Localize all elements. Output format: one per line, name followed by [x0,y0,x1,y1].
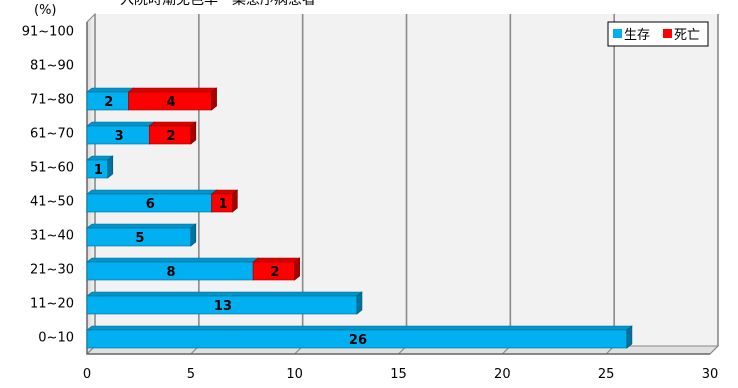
data-label: 1 [218,197,227,212]
bar-side [190,223,197,247]
bar-top [148,121,197,127]
legend: 生存 死亡 [607,21,709,47]
gridline-floor [709,345,719,355]
bar: 4 [127,87,218,111]
y-tick-label: 91~100 [22,25,74,40]
legend-label: 死亡 [674,28,700,43]
data-label: 3 [115,129,124,144]
legend-swatch [663,29,672,38]
y-tick-label: 0~10 [38,331,74,346]
y-tick-label: 51~60 [30,161,74,176]
x-tick-label: 15 [390,367,407,382]
bar: 1 [86,155,114,179]
bar: 1 [210,189,239,213]
bar-side [356,291,363,315]
bar-top [86,291,363,297]
y-tick-label: 71~80 [30,93,74,108]
x-tick-label: 10 [286,367,303,382]
bar: 2 [148,121,197,145]
bar-top [252,257,301,263]
bar-top [86,87,135,93]
legend-label: 生存 [624,28,650,43]
bar: 8 [86,257,259,281]
x-tick-label: 0 [83,367,91,382]
y-tick-label: 21~30 [30,263,74,278]
x-tick-label: 30 [702,367,719,382]
data-label: 4 [167,95,176,110]
bar: 5 [86,223,197,247]
bar-side [626,325,633,349]
data-label: 1 [94,163,103,178]
bar-top [86,189,218,195]
bar-top [127,87,218,93]
y-tick-label: 61~70 [30,127,74,142]
bar-side [190,121,197,145]
y-tick-label: 11~20 [30,297,74,312]
chart-title: 入院時潮免色率・集患序病患者 [120,0,316,8]
y-tick-label: 31~40 [30,229,74,244]
bar: 2 [252,257,301,281]
plot-area: 0 5 10 15 20 25 300~1011~2021~3031~4041~5051~6… [22,12,720,382]
data-label: 2 [270,265,279,280]
bar-top [86,223,197,229]
data-label: 6 [146,197,155,212]
unit-label: (%) [34,3,57,18]
bar-side [294,257,300,281]
data-label: 2 [104,95,113,110]
bar-side [232,189,238,213]
bar: 2 [86,87,135,111]
y-tick-label: 41~50 [30,195,74,210]
data-label: 8 [167,265,176,280]
x-tick-label: 20 [494,367,511,382]
bar-side [107,155,114,179]
data-label: 26 [349,333,367,348]
bar: 13 [86,291,363,315]
x-tick-label: 5 [187,367,195,382]
x-tick-label: 25 [598,367,615,382]
bar-top [86,121,156,127]
data-label: 2 [167,129,176,144]
y-tick-label: 81~90 [30,59,74,74]
data-label: 5 [135,231,144,246]
bar: 26 [86,325,633,349]
bar: 3 [86,121,156,145]
legend-box [607,21,709,47]
bar-top [86,325,633,331]
legend-swatch [613,29,622,38]
bar-side [211,87,217,111]
bar-top [86,257,259,263]
bar: 6 [86,189,218,213]
data-label: 13 [214,299,232,314]
